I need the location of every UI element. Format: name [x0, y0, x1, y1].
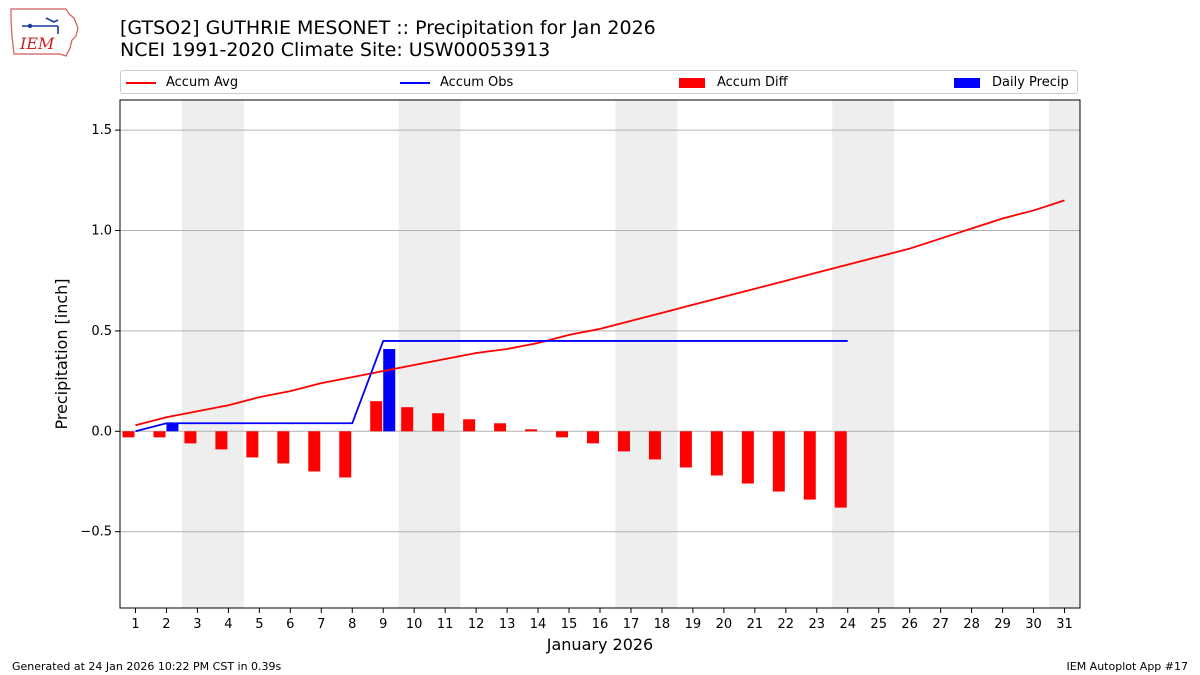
accum-diff-bar: [308, 431, 321, 472]
accum-diff-bar: [184, 431, 197, 444]
accum-diff-bar: [401, 407, 414, 432]
accum-diff-bar: [432, 413, 445, 432]
x-tick-label: 10: [406, 617, 423, 632]
legend: Accum Avg Accum Obs Accum Diff Daily Pre…: [120, 70, 1078, 94]
x-tick-label: 17: [623, 617, 640, 632]
legend-label-accum-diff: Accum Diff: [717, 75, 788, 90]
x-tick-label: 8: [348, 617, 356, 632]
accum-diff-bar: [710, 431, 723, 476]
weekend-shade: [212, 100, 244, 608]
legend-swatch-accum-obs: [400, 82, 430, 84]
accum-diff-bar: [617, 431, 630, 452]
x-tick-label: 24: [839, 617, 856, 632]
weekend-shade: [615, 100, 647, 608]
x-tick-label: 13: [499, 617, 516, 632]
y-tick-label: 1.0: [91, 224, 112, 239]
accum-diff-bar: [339, 431, 352, 478]
x-tick-label: 15: [561, 617, 578, 632]
logo-weather-symbol: [22, 17, 59, 34]
x-tick-label: 31: [1056, 617, 1073, 632]
daily-precip-bar: [383, 348, 396, 432]
weekend-shade: [832, 100, 864, 608]
x-tick-label: 23: [809, 617, 826, 632]
x-tick-label: 2: [162, 617, 170, 632]
x-tick-label: 25: [870, 617, 887, 632]
accum-diff-bar: [525, 429, 538, 432]
x-tick-label: 11: [437, 617, 454, 632]
x-tick-label: 6: [286, 617, 294, 632]
accum-diff-bar: [246, 431, 259, 458]
x-tick-label: 21: [747, 617, 764, 632]
x-tick-label: 9: [379, 617, 387, 632]
accum-diff-bar: [587, 431, 599, 444]
accum-diff-bar: [834, 431, 847, 508]
legend-swatch-accum-avg: [126, 82, 156, 84]
footer-app-id: IEM Autoplot App #17: [1066, 660, 1189, 673]
legend-label-accum-avg: Accum Avg: [166, 75, 239, 90]
legend-label-daily-precip: Daily Precip: [992, 75, 1069, 90]
y-tick-label: 0.5: [91, 324, 112, 339]
weekend-shade: [863, 100, 895, 608]
weekend-shade: [181, 100, 213, 608]
x-tick-label: 7: [317, 617, 325, 632]
accum-diff-bar: [277, 431, 290, 464]
x-tick-label: 5: [255, 617, 263, 632]
y-tick-label: 1.5: [91, 123, 112, 138]
accum-diff-bar: [679, 431, 692, 468]
footer-generated: Generated at 24 Jan 2026 10:22 PM CST in…: [12, 660, 282, 673]
accum-diff-bar: [370, 401, 383, 432]
x-tick-label: 18: [654, 617, 671, 632]
y-axis-label: Precipitation [inch]: [52, 278, 71, 429]
x-axis-label: January 2026: [546, 635, 653, 654]
iowa-state-outline: [10, 8, 79, 57]
x-tick-label: 29: [994, 617, 1011, 632]
accum-diff-bar: [463, 419, 476, 432]
y-tick-label: −0.5: [80, 525, 112, 540]
chart-subtitle: NCEI 1991-2020 Climate Site: USW00053913: [120, 39, 551, 61]
accum-diff-bar: [556, 431, 569, 438]
accum-avg-line: [135, 199, 1065, 427]
x-tick-label: 3: [193, 617, 201, 632]
x-tick-label: 16: [592, 617, 609, 632]
x-tick-label: 30: [1025, 617, 1042, 632]
accum-diff-bar: [741, 431, 754, 484]
accum-diff-bar: [153, 431, 166, 438]
accum-diff-bar: [494, 423, 507, 432]
x-tick-label: 4: [224, 617, 232, 632]
chart-title: [GTSO2] GUTHRIE MESONET :: Precipitation…: [120, 17, 656, 39]
accum-obs-line: [135, 340, 848, 433]
weekend-shade: [398, 100, 430, 608]
weekend-shade: [429, 100, 461, 608]
legend-label-accum-obs: Accum Obs: [440, 75, 514, 90]
x-tick-label: 12: [468, 617, 485, 632]
accum-diff-bar: [772, 431, 785, 492]
accum-diff-bar: [803, 431, 816, 500]
logo-text: IEM: [19, 34, 55, 53]
weekend-shade: [1049, 100, 1080, 608]
weekend-shade: [646, 100, 678, 608]
x-tick-label: 20: [716, 617, 733, 632]
y-tick-label: 0.0: [91, 424, 112, 439]
x-tick-label: 28: [963, 617, 980, 632]
accum-diff-bar: [215, 431, 228, 450]
precip-chart: −0.50.00.51.01.51 2 3 4 5 6 7 8 9 10 11 12 13 14 15 16 1…: [52, 99, 1081, 654]
accum-diff-bar: [648, 431, 661, 460]
x-tick-label: 27: [932, 617, 949, 632]
x-tick-label: 1: [131, 617, 139, 632]
daily-precip-bar: [166, 423, 179, 432]
x-tick-label: 22: [778, 617, 795, 632]
iem-logo: IEM: [10, 8, 79, 57]
x-tick-label: 19: [685, 617, 702, 632]
legend-swatch-accum-diff: [679, 78, 705, 88]
accum-diff-bar: [122, 431, 135, 438]
x-tick-label: 14: [530, 617, 547, 632]
x-tick-label: 26: [901, 617, 918, 632]
legend-swatch-daily-precip: [954, 78, 980, 88]
